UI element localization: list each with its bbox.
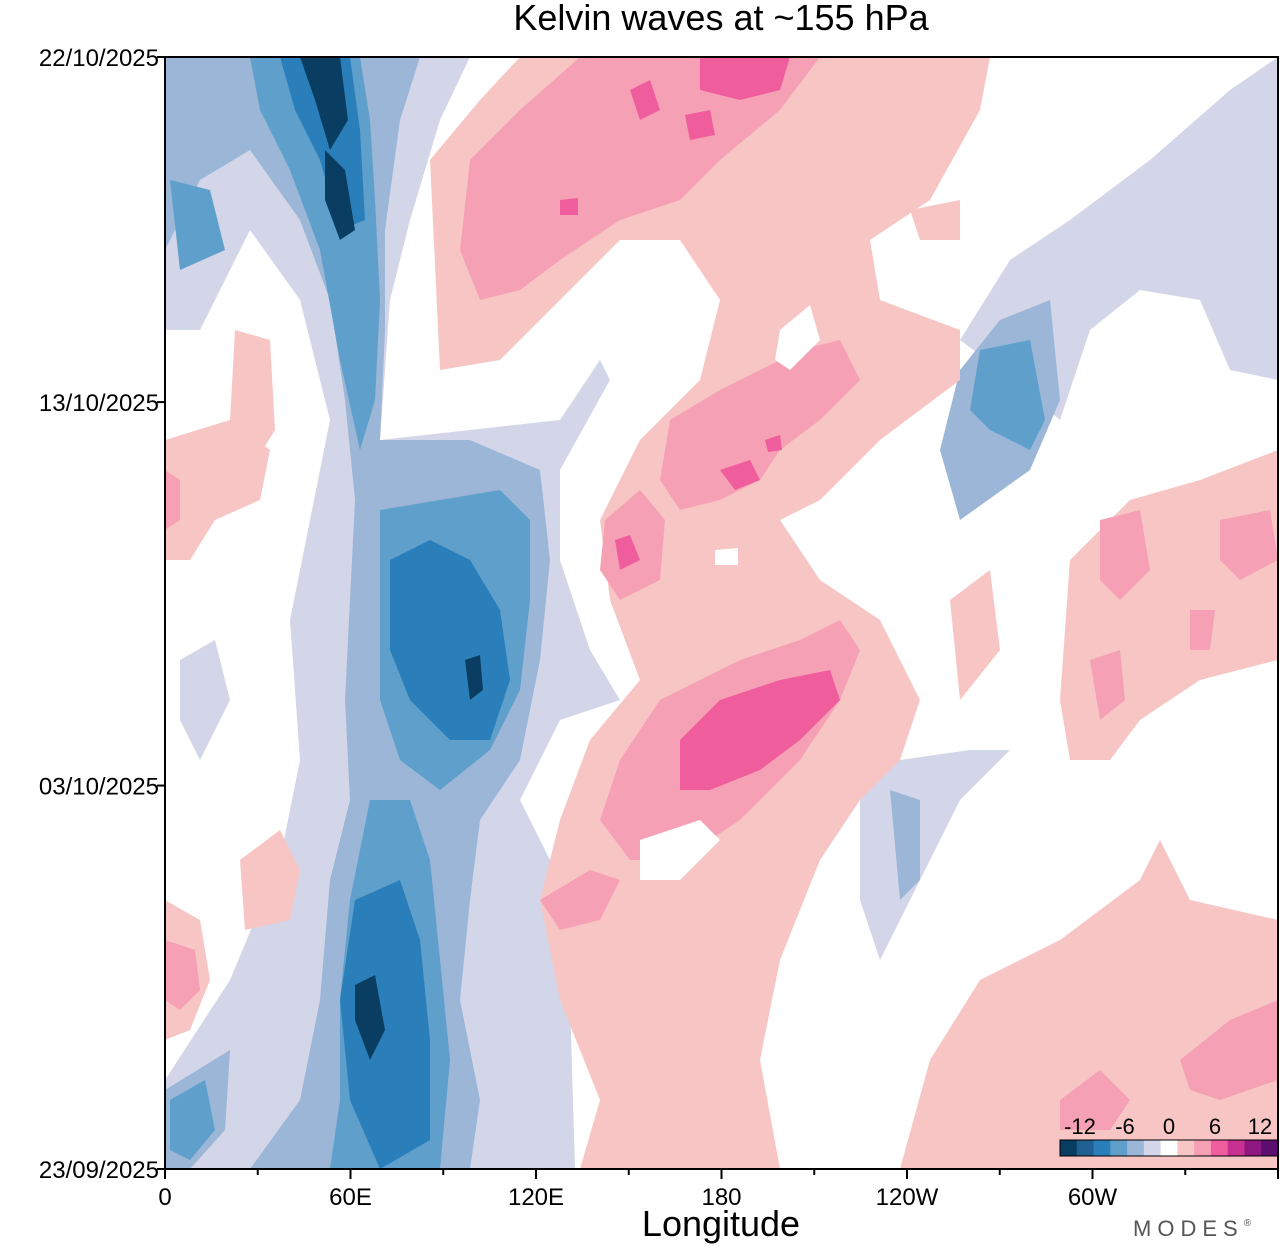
y-tick-label: 23/09/2025: [39, 1157, 159, 1184]
legend-swatch: [1177, 1140, 1195, 1156]
brand-logo: MODES®: [1133, 1216, 1257, 1241]
y-tick-label: 13/10/2025: [39, 390, 159, 417]
legend-swatch: [1093, 1140, 1111, 1156]
x-tick-label: 0: [158, 1184, 171, 1211]
legend-label: -12: [1064, 1114, 1096, 1139]
legend-swatch: [1060, 1140, 1078, 1156]
legend-label: 6: [1209, 1114, 1221, 1139]
chart-title: Kelvin waves at ~155 hPa: [513, 0, 929, 38]
x-tick-label: 120W: [876, 1184, 939, 1211]
legend-frame: [1059, 1139, 1279, 1157]
contour-zero-holes: [615, 240, 820, 880]
contour-neg-deep: [300, 57, 483, 1060]
x-axis-ticks: 0 60E 120E 180 120W 60W: [158, 1169, 1279, 1211]
contour-field: [165, 57, 1278, 1169]
legend-label: 12: [1248, 1114, 1272, 1139]
legend-swatch: [1076, 1140, 1095, 1156]
legend-swatch: [1194, 1140, 1212, 1156]
legend-swatch: [1110, 1140, 1128, 1156]
legend-swatch: [1210, 1140, 1229, 1156]
y-tick-label: 03/10/2025: [39, 774, 159, 801]
legend-label: -6: [1115, 1114, 1135, 1139]
y-axis-ticks: 22/10/2025 13/10/2025 03/10/2025 23/09/2025: [39, 45, 165, 1184]
legend-swatch: [1261, 1140, 1279, 1156]
x-tick-label: 60E: [329, 1184, 372, 1211]
x-axis-title: Longitude: [642, 1203, 800, 1244]
x-tick-label: 120E: [508, 1184, 564, 1211]
legend-swatch: [1143, 1140, 1162, 1156]
color-legend: -12 -6 0 6 12: [1059, 1114, 1279, 1157]
legend-swatch: [1244, 1140, 1262, 1156]
y-tick-label: 22/10/2025: [39, 45, 159, 72]
x-tick-label: 180: [701, 1184, 741, 1211]
x-tick-label: 60W: [1068, 1184, 1118, 1211]
brand-registered-mark: ®: [1244, 1218, 1257, 1229]
legend-swatch: [1160, 1140, 1178, 1156]
contour-pos-strong: [560, 57, 840, 790]
legend-swatch: [1227, 1140, 1245, 1156]
legend-label: 0: [1163, 1114, 1175, 1139]
legend-swatch: [1127, 1140, 1145, 1156]
